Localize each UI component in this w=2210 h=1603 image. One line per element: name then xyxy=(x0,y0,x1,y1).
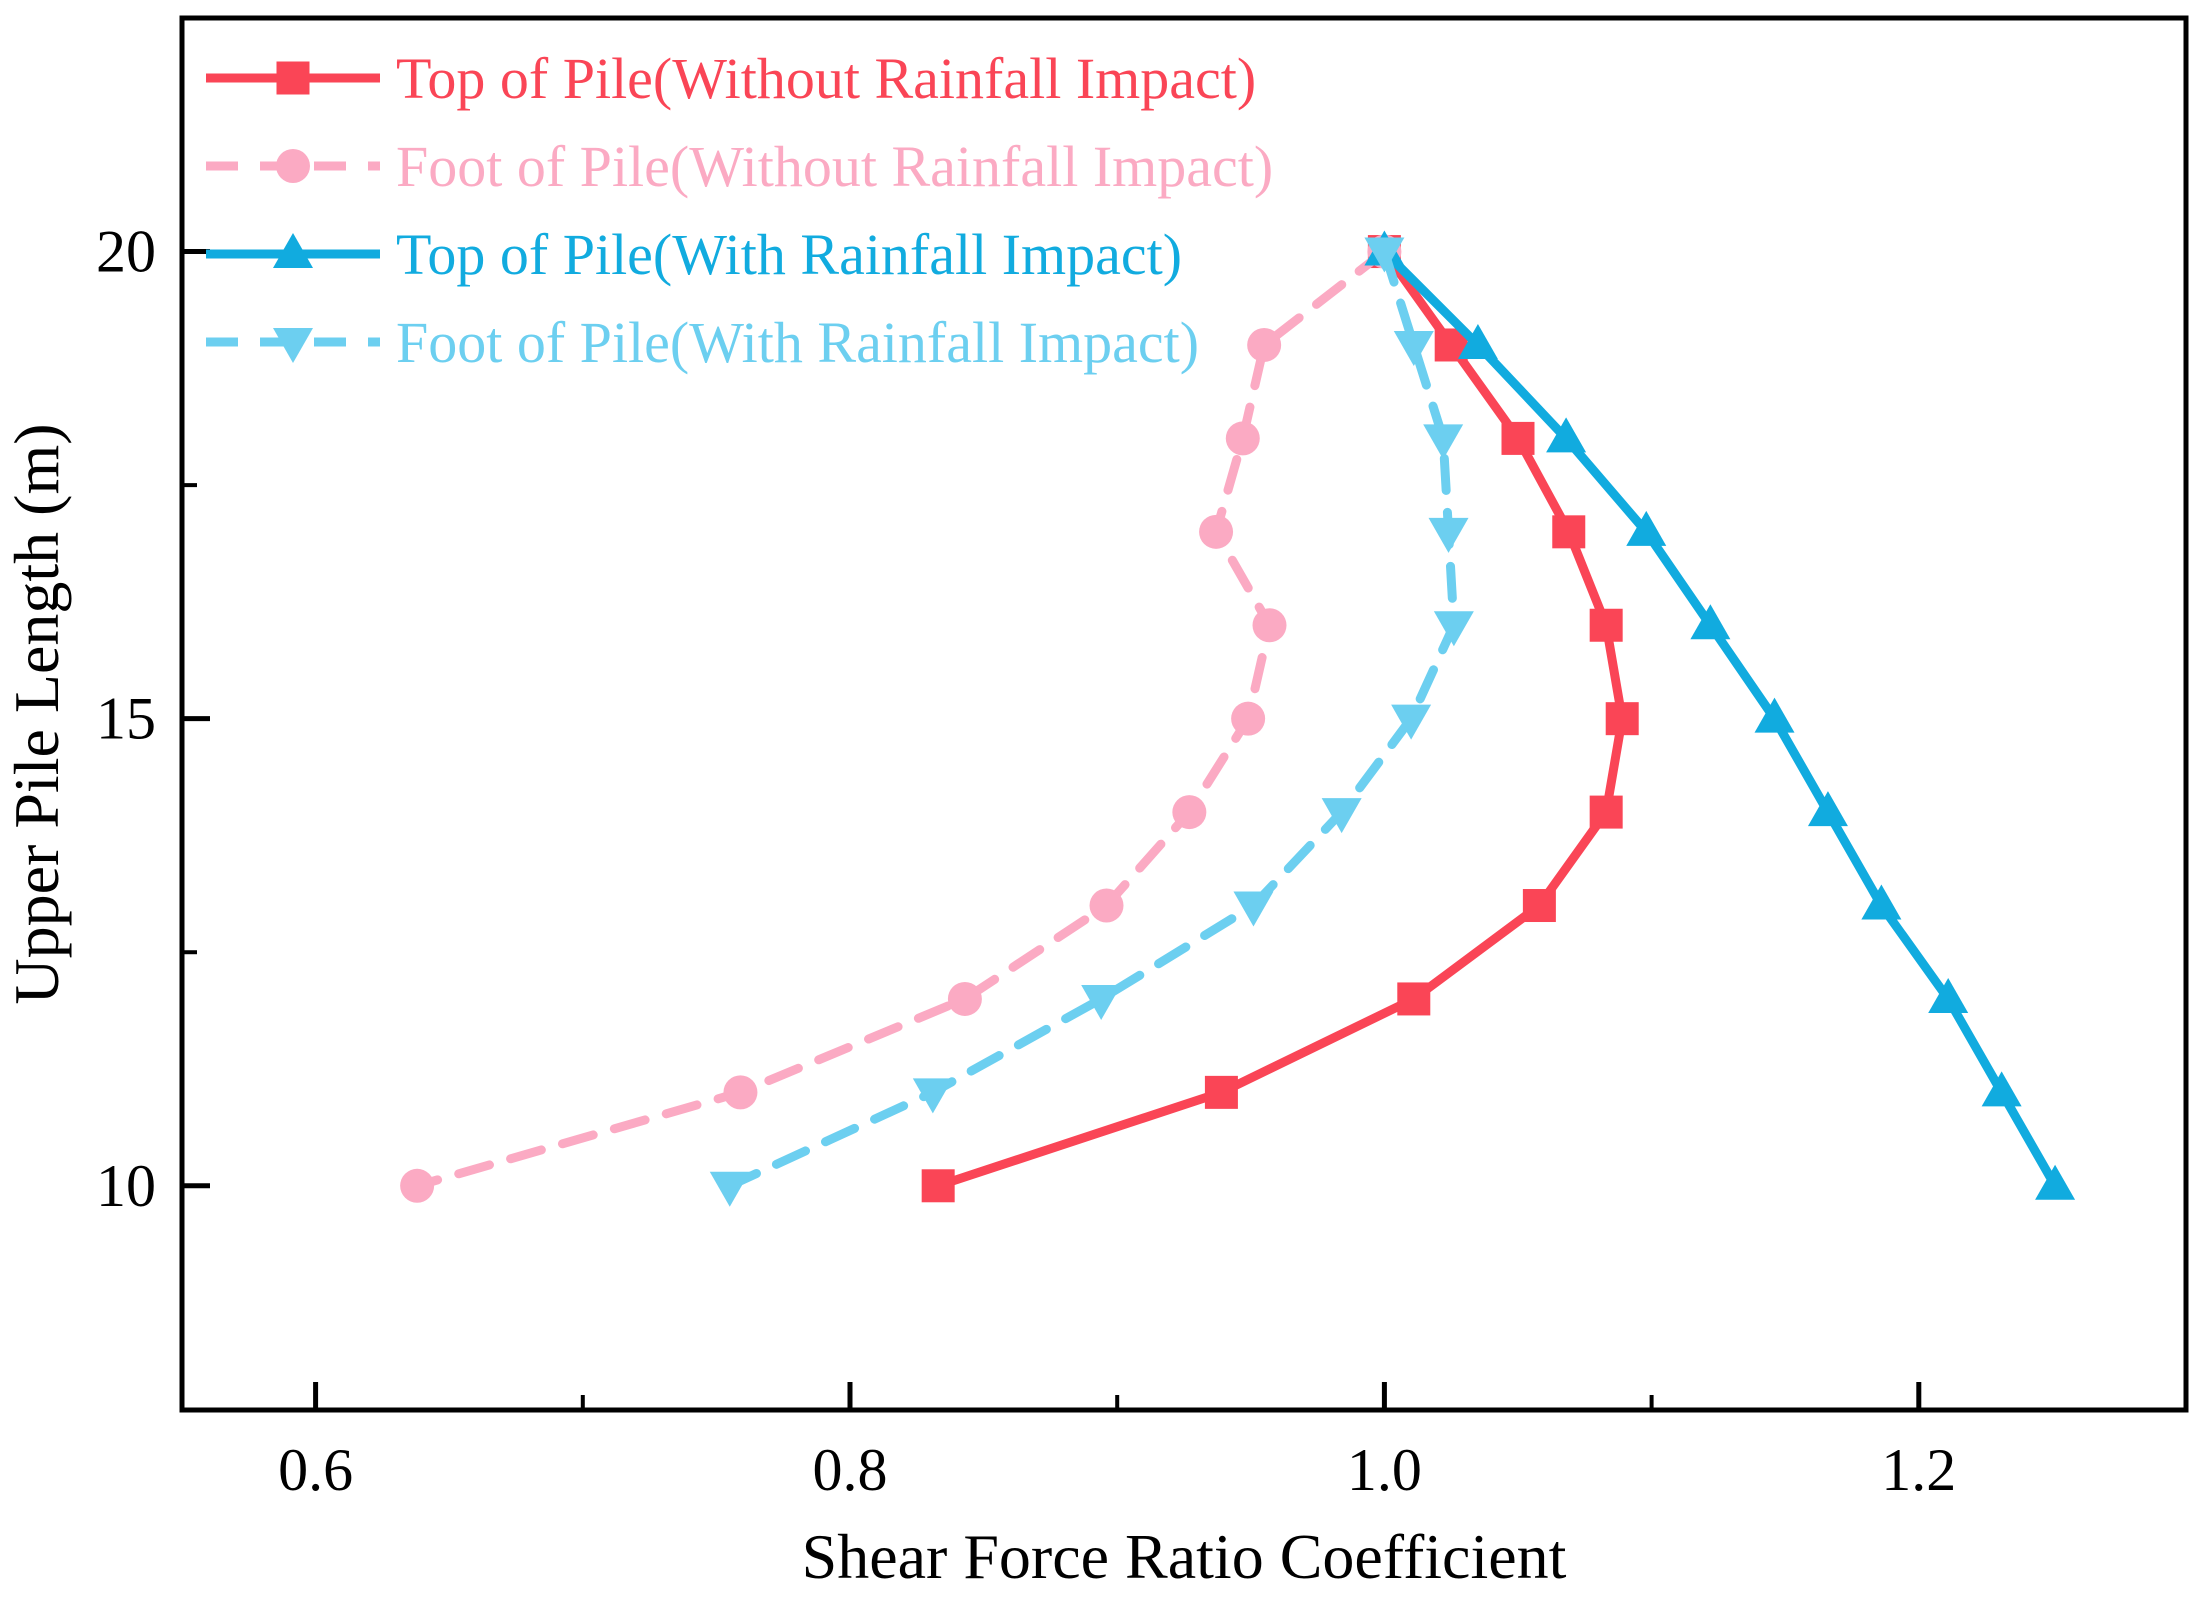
data-point-foot-of-pile-with-rainfall-impact xyxy=(709,1171,750,1207)
series-line-foot-of-pile-with-rainfall-impact xyxy=(725,247,1459,1191)
data-point-top-of-pile-with-rainfall-impact xyxy=(1457,323,1498,359)
data-point-top-of-pile-without-rainfall-impact xyxy=(1522,889,1556,923)
legend-label-foot-of-pile-with-rainfall-impact: Foot of Pile(With Rainfall Impact) xyxy=(396,310,1199,375)
legend-marker-triangle-up-icon xyxy=(273,233,313,268)
data-point-foot-of-pile-with-rainfall-impact xyxy=(1364,237,1405,273)
data-point-top-of-pile-with-rainfall-impact xyxy=(1981,1071,2022,1107)
data-point-top-of-pile-without-rainfall-impact xyxy=(1204,1075,1238,1109)
data-point-foot-of-pile-with-rainfall-impact xyxy=(1391,704,1432,740)
y-axis-tick-label: 15 xyxy=(96,686,156,752)
data-point-foot-of-pile-with-rainfall-impact xyxy=(1233,891,1274,927)
data-point-foot-of-pile-with-rainfall-impact xyxy=(1428,517,1469,553)
data-point-top-of-pile-with-rainfall-impact xyxy=(1690,604,1731,640)
data-point-foot-of-pile-with-rainfall-impact xyxy=(1433,611,1474,647)
data-point-foot-of-pile-with-rainfall-impact xyxy=(912,1078,953,1114)
x-axis-tick-label: 1.0 xyxy=(1347,1437,1422,1503)
data-point-foot-of-pile-without-rainfall-impact xyxy=(1231,701,1266,736)
data-point-top-of-pile-with-rainfall-impact xyxy=(1861,884,1902,920)
data-point-top-of-pile-with-rainfall-impact xyxy=(1928,977,1969,1013)
data-point-foot-of-pile-with-rainfall-impact xyxy=(1393,330,1434,366)
data-point-top-of-pile-without-rainfall-impact xyxy=(1589,795,1623,829)
data-point-top-of-pile-without-rainfall-impact xyxy=(1589,608,1623,642)
data-point-foot-of-pile-without-rainfall-impact xyxy=(1252,608,1287,643)
data-point-top-of-pile-with-rainfall-impact xyxy=(1807,791,1848,827)
plot-frame xyxy=(179,15,2189,1413)
legend-label-top-of-pile-without-rainfall-impact: Top of Pile(Without Rainfall Impact) xyxy=(396,46,1256,111)
legend-marker-square-icon xyxy=(276,61,310,95)
x-axis-tick-label: 0.8 xyxy=(813,1437,888,1503)
y-axis-title: Upper Pile Length (m) xyxy=(1,423,72,1004)
data-point-top-of-pile-without-rainfall-impact xyxy=(921,1169,955,1203)
data-point-foot-of-pile-without-rainfall-impact xyxy=(400,1168,435,1203)
y-axis-tick-label: 20 xyxy=(96,219,156,285)
data-point-foot-of-pile-with-rainfall-impact xyxy=(1081,984,1122,1020)
data-point-top-of-pile-without-rainfall-impact xyxy=(1397,982,1431,1016)
data-point-foot-of-pile-without-rainfall-impact xyxy=(947,981,982,1016)
data-point-foot-of-pile-without-rainfall-impact xyxy=(1247,327,1282,362)
data-point-foot-of-pile-without-rainfall-impact xyxy=(1089,888,1124,923)
x-axis-tick-label: 0.6 xyxy=(278,1437,353,1503)
data-point-foot-of-pile-without-rainfall-impact xyxy=(1225,421,1260,456)
data-point-foot-of-pile-without-rainfall-impact xyxy=(723,1075,758,1110)
legend-label-top-of-pile-with-rainfall-impact: Top of Pile(With Rainfall Impact) xyxy=(396,222,1182,287)
data-point-foot-of-pile-with-rainfall-impact xyxy=(1321,798,1362,834)
data-point-top-of-pile-without-rainfall-impact xyxy=(1605,702,1639,736)
legend-marker-circle-icon xyxy=(276,149,310,183)
x-axis-tick-label: 1.2 xyxy=(1881,1437,1956,1503)
legend-label-foot-of-pile-without-rainfall-impact: Foot of Pile(Without Rainfall Impact) xyxy=(396,134,1273,199)
data-point-top-of-pile-with-rainfall-impact xyxy=(1754,697,1795,733)
y-axis-tick-label: 10 xyxy=(96,1153,156,1219)
data-point-top-of-pile-with-rainfall-impact xyxy=(1626,510,1667,546)
legend-marker-triangle-down-icon xyxy=(273,328,313,363)
data-point-top-of-pile-without-rainfall-impact xyxy=(1501,421,1535,455)
data-point-foot-of-pile-without-rainfall-impact xyxy=(1172,795,1207,830)
data-point-top-of-pile-without-rainfall-impact xyxy=(1552,515,1586,549)
data-point-foot-of-pile-without-rainfall-impact xyxy=(1199,514,1234,549)
data-point-top-of-pile-with-rainfall-impact xyxy=(2035,1164,2076,1200)
data-point-foot-of-pile-with-rainfall-impact xyxy=(1423,424,1464,460)
x-axis-title: Shear Force Ratio Coefficient xyxy=(802,1521,1567,1592)
data-point-top-of-pile-with-rainfall-impact xyxy=(1546,417,1587,453)
